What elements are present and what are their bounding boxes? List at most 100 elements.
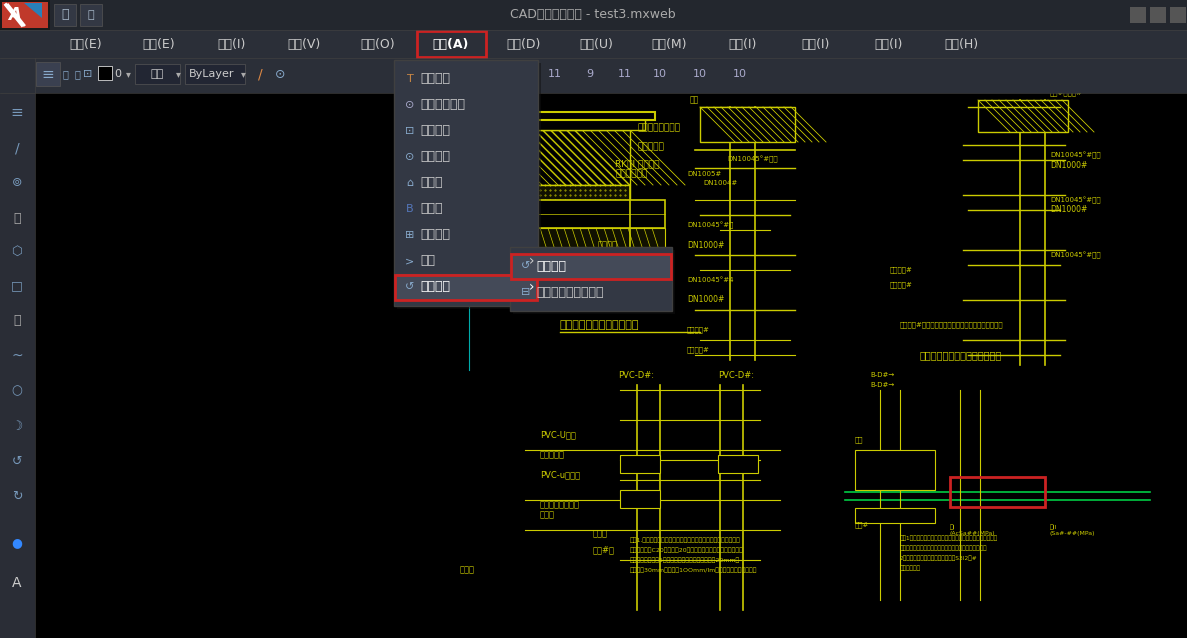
Bar: [500, 118, 645, 130]
Text: 绘图(D): 绘图(D): [507, 38, 541, 50]
Text: T: T: [407, 74, 413, 84]
Text: ↺: ↺: [521, 261, 531, 271]
Text: A: A: [12, 576, 21, 590]
Text: 地图(I): 地图(I): [875, 38, 902, 50]
Polygon shape: [24, 3, 42, 18]
Bar: [0, 30, 1187, 58]
Text: 2、防水普业应防水立面合成等高防S3I2中#: 2、防水普业应防水立面合成等高防S3I2中#: [900, 555, 978, 561]
Text: 工具(A): 工具(A): [432, 38, 469, 50]
Text: 测试(I): 测试(I): [801, 38, 830, 50]
Bar: [395, 275, 537, 300]
Text: DN1000#: DN1000#: [687, 241, 724, 249]
Text: 水管: 水管: [855, 436, 863, 443]
Bar: [510, 185, 630, 203]
Bar: [718, 455, 758, 473]
Text: DN10045°#三道: DN10045°#三道: [726, 155, 777, 163]
Text: ≡: ≡: [11, 105, 24, 121]
Bar: [510, 130, 630, 185]
Bar: [510, 254, 671, 279]
Text: ⊙: ⊙: [274, 68, 285, 80]
Text: 注：1.卫生间湿式排水大管不大水先，普通家庭排污排到土地检查: 注：1.卫生间湿式排水大管不大水先，普通家庭排污排到土地检查: [630, 537, 741, 543]
Bar: [513, 250, 675, 314]
Text: 地点，卧在平C20垫混凝土20倍可以坐上二段，均确保不少子于: 地点，卧在平C20垫混凝土20倍可以坐上二段，均确保不少子于: [630, 547, 744, 553]
Bar: [185, 64, 245, 84]
Bar: [950, 477, 1045, 507]
Text: 标注(U): 标注(U): [579, 38, 614, 50]
Text: ●: ●: [12, 537, 23, 549]
Bar: [135, 64, 180, 84]
Text: 图块库: 图块库: [420, 177, 443, 189]
Text: /: /: [14, 141, 19, 155]
Text: 注：1、阻坐装贴，折缘水管安装在排水立管在地下室穿行时候: 注：1、阻坐装贴，折缘水管安装在排水立管在地下室穿行时候: [900, 535, 998, 541]
Text: 图形识别: 图形识别: [420, 281, 450, 293]
Text: ⊡: ⊡: [83, 69, 93, 79]
Polygon shape: [2, 2, 47, 28]
Text: ⊙: ⊙: [405, 100, 414, 110]
Text: 11: 11: [618, 69, 631, 79]
Bar: [80, 4, 102, 26]
Bar: [461, 195, 475, 235]
Text: ↺: ↺: [405, 282, 414, 292]
Text: PVC-D#:: PVC-D#:: [618, 371, 654, 380]
Text: DN1000#: DN1000#: [1050, 161, 1087, 170]
Bar: [0, 93, 34, 638]
Text: 预应刚性防水套管: 预应刚性防水套管: [637, 124, 681, 133]
Text: 阻火圈: 阻火圈: [461, 565, 475, 574]
Text: ByLayer: ByLayer: [189, 69, 235, 79]
Bar: [855, 450, 935, 490]
Text: 地位排排排。: 地位排排排。: [900, 565, 921, 571]
Text: 插入(I): 插入(I): [217, 38, 246, 50]
Text: 💾: 💾: [88, 10, 94, 20]
Bar: [855, 508, 935, 523]
Bar: [620, 455, 660, 473]
Bar: [1170, 7, 1186, 23]
Text: 折缘防剪的优先管架在合成物中在地下室穿越贴后位装修: 折缘防剪的优先管架在合成物中在地下室穿越贴后位装修: [900, 545, 988, 551]
Bar: [700, 107, 795, 142]
Bar: [0, 0, 50, 30]
Text: ▾: ▾: [176, 69, 180, 79]
Text: 格式(O): 格式(O): [360, 38, 395, 50]
Text: 图形识别: 图形识别: [537, 260, 566, 272]
Text: 卫生#排水管#: 卫生#排水管#: [1050, 90, 1083, 96]
Text: /: /: [258, 67, 262, 81]
Text: 0: 0: [114, 69, 121, 79]
Text: ⊡: ⊡: [405, 126, 414, 136]
Text: A: A: [8, 6, 21, 24]
Bar: [99, 66, 112, 80]
Text: 土上外墙: 土上外墙: [626, 258, 645, 267]
Text: 水泥砂浆: 水泥砂浆: [598, 241, 618, 249]
Bar: [53, 4, 76, 26]
Text: RK－I 柔性抗震: RK－I 柔性抗震: [615, 160, 660, 168]
Text: ⌒: ⌒: [13, 315, 20, 327]
Text: ⊙: ⊙: [405, 152, 414, 162]
Text: ⌒: ⌒: [13, 212, 20, 225]
Text: 支架: 支架: [690, 96, 699, 105]
Text: 查看已识别图形列表: 查看已识别图形列表: [537, 285, 603, 299]
Text: DN10045°#4: DN10045°#4: [687, 277, 734, 283]
Text: 随层: 随层: [151, 69, 164, 79]
Text: ↻: ↻: [12, 489, 23, 503]
Bar: [36, 62, 61, 86]
Text: 排水承干管: 排水承干管: [637, 142, 665, 151]
Text: 🗁: 🗁: [62, 8, 69, 22]
Text: 聚水器: 聚水器: [594, 530, 608, 538]
Bar: [1130, 7, 1145, 23]
Text: 快速选择: 快速选择: [420, 124, 450, 138]
Text: □: □: [11, 279, 23, 292]
Bar: [620, 490, 660, 508]
Text: 图I
(AcSa##(MPa): 图I (AcSa##(MPa): [950, 524, 996, 536]
Text: 支座放水#: 支座放水#: [687, 346, 710, 353]
Text: ›: ›: [529, 254, 535, 268]
Text: 16: 16: [523, 69, 537, 79]
Text: 勘察若土二次装修
聚胶胶: 勘察若土二次装修 聚胶胶: [540, 500, 580, 520]
Text: ↺: ↺: [12, 454, 23, 468]
Text: 支架#: 支架#: [855, 522, 869, 528]
Text: 视图(V): 视图(V): [288, 38, 322, 50]
Text: CAD梦想在线绘图 - test3.mxweb: CAD梦想在线绘图 - test3.mxweb: [510, 8, 675, 22]
Text: 注：卫生#阀水控制阀管宜安装在容易操作维修的地方: 注：卫生#阀水控制阀管宜安装在容易操作维修的地方: [900, 322, 1004, 329]
Text: 👁: 👁: [62, 69, 68, 79]
Text: ≡: ≡: [42, 66, 55, 82]
Text: 10: 10: [734, 69, 747, 79]
Text: PVC-u橡皮管: PVC-u橡皮管: [540, 470, 580, 480]
Bar: [394, 60, 538, 306]
